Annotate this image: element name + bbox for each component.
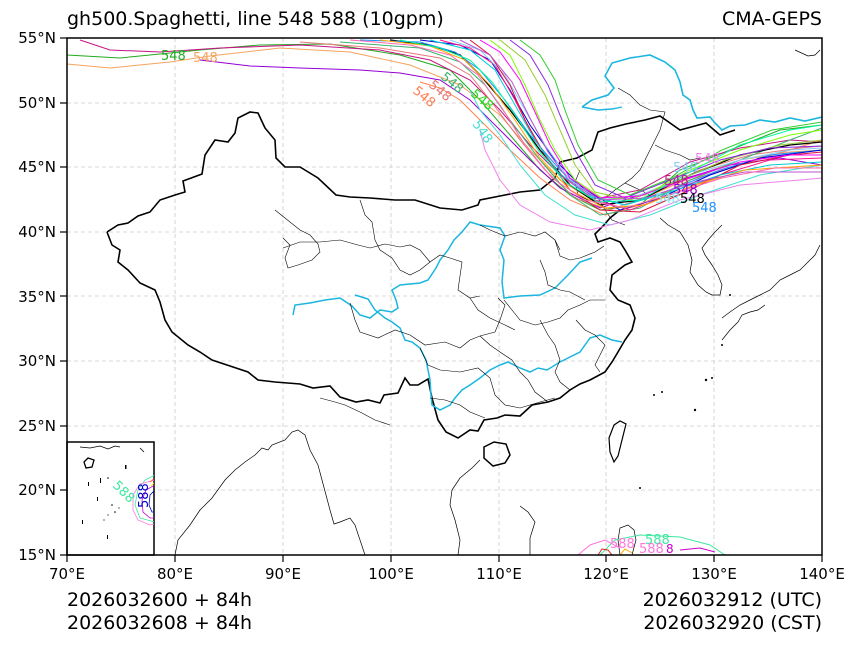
valid-time-utc: 2026032912 (UTC) [642, 589, 822, 611]
lon-tick-80: 80°E [156, 565, 194, 583]
contour-label: 548 [673, 183, 698, 198]
lon-tick-110: 110°E [476, 565, 522, 583]
init-time-block: 2026032600 + 84h 2026032608 + 84h [67, 589, 252, 635]
init-time-utc: 2026032600 + 84h [67, 589, 253, 611]
south-china-sea-inset: 588 588 [66, 441, 155, 556]
lon-tick-140: 140°E [799, 565, 845, 583]
lat-tick-45: 45°N [18, 158, 56, 176]
contour-label: 588 [645, 533, 670, 548]
contour-label: 588 [137, 483, 152, 508]
neighbor-coastlines [174, 49, 821, 555]
contour-label: 548 [692, 201, 717, 216]
contour-label: 548 [664, 174, 689, 189]
lon-tick-70: 70°E [48, 565, 86, 583]
lat-tick-40: 40°N [18, 223, 56, 241]
lon-tick-100: 100°E [368, 565, 414, 583]
contour-label: 548 [655, 192, 680, 207]
lat-tick-15: 15°N [18, 546, 56, 564]
contour-label: 548 [695, 152, 720, 167]
yellow-river [292, 221, 593, 319]
contour-label: 548 [161, 49, 186, 64]
tick-marks [60, 37, 823, 562]
lon-tick-120: 120°E [583, 565, 629, 583]
contour-588-lines [577, 534, 726, 555]
contour-548-lines [67, 39, 822, 231]
lat-tick-35: 35°N [18, 288, 56, 306]
contour-label: 548 [680, 192, 705, 207]
plot-frame [66, 37, 823, 556]
province-borders [274, 87, 701, 426]
contour-label: 548 [673, 161, 698, 176]
gridlines [67, 38, 822, 555]
valid-time-cst: 2026032920 (CST) [643, 612, 822, 634]
valid-time-block: 2026032912 (UTC) 2026032920 (CST) [643, 589, 822, 635]
contour-label: 588 [639, 542, 664, 557]
lat-tick-30: 30°N [18, 352, 56, 370]
init-time-cst: 2026032608 + 84h [67, 612, 253, 634]
contour-label: 548 [193, 51, 218, 66]
lon-tick-90: 90°E [264, 565, 302, 583]
lat-tick-50: 50°N [18, 94, 56, 112]
lat-tick-20: 20°N [18, 481, 56, 499]
contour-label: 548 [469, 118, 496, 147]
model-name: CMA-GEPS [721, 8, 822, 30]
yangtze-river [354, 294, 623, 411]
amur-river [581, 54, 822, 131]
lat-tick-55: 55°N [18, 29, 56, 47]
chart-title: gh500.Spaghetti, line 548 588 (10gpm) [67, 8, 444, 30]
lon-tick-130: 130°E [691, 565, 737, 583]
china-border [106, 111, 736, 439]
lat-tick-25: 25°N [18, 417, 56, 435]
contour-label: 8 [666, 542, 674, 556]
contour-label: 588 [610, 537, 635, 552]
contour-label: 548 [467, 87, 496, 114]
